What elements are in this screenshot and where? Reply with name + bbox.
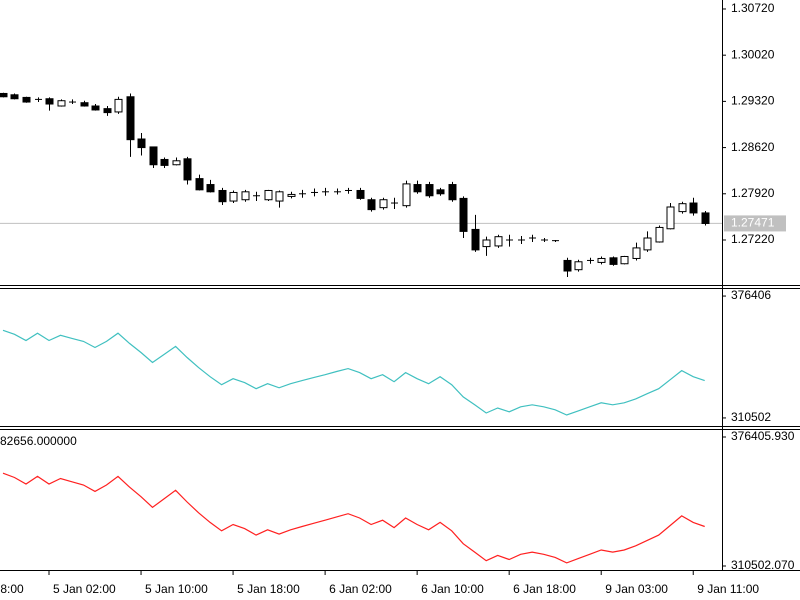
candle-body [448, 184, 457, 201]
candle-body [574, 261, 583, 271]
candle-body [689, 202, 698, 214]
candle-body [229, 191, 238, 202]
x-tick-label: 4 Jan 18:00 [0, 582, 24, 596]
candle-body [45, 98, 54, 105]
candle-body [482, 239, 491, 248]
candle-body [609, 257, 618, 265]
candle-body [287, 193, 296, 197]
candle-body [436, 189, 445, 195]
candle-body [114, 98, 123, 113]
candle-body [137, 138, 146, 149]
candle-body [459, 197, 468, 232]
candle-body [471, 228, 480, 251]
x-tick-label: 6 Jan 02:00 [329, 582, 392, 596]
y-tick-label: 1.30720 [731, 1, 775, 15]
indicator-label: 82656.000000 [0, 434, 77, 448]
x-tick-label: 6 Jan 10:00 [421, 582, 484, 596]
candle-body [160, 158, 169, 166]
x-tick-label: 5 Jan 18:00 [237, 582, 300, 596]
candle-body [264, 189, 273, 201]
candle-body [206, 184, 215, 193]
candle-body [620, 255, 629, 265]
candle-body [195, 178, 204, 191]
candle-body [149, 146, 158, 166]
candle-body [597, 257, 606, 263]
current-price-box [724, 215, 786, 232]
y-tick-label: 310502 [731, 410, 771, 424]
y-tick-label: 1.28620 [731, 140, 775, 154]
candle-body [678, 203, 687, 213]
x-tick-label: 9 Jan 11:00 [697, 582, 759, 596]
candle-body [0, 92, 8, 98]
candle-body [10, 94, 19, 100]
candle-body [494, 236, 503, 247]
y-tick-label: 1.30020 [731, 47, 775, 61]
candle-body [218, 189, 227, 203]
x-tick-label: 5 Jan 10:00 [145, 582, 208, 596]
y-tick-label: 1.27920 [731, 186, 775, 200]
candle-body [103, 108, 112, 114]
x-tick-label: 9 Jan 03:00 [605, 582, 668, 596]
candle-body [643, 237, 652, 251]
candle-body [241, 191, 250, 201]
y-tick-label: 1.29320 [731, 94, 775, 108]
candle-body [666, 206, 675, 230]
candle-body [126, 96, 135, 141]
candle-body [379, 199, 388, 209]
y-tick-label: 376406 [731, 288, 771, 302]
candle-body [22, 96, 31, 103]
candle-body [701, 212, 710, 224]
indicator-line [2, 472, 705, 564]
indicator-line [2, 329, 705, 416]
y-tick-label: 1.27220 [731, 232, 775, 246]
candle-body [413, 184, 422, 193]
candle-body [563, 259, 572, 272]
candle-body [367, 199, 376, 211]
candle-body [172, 160, 181, 166]
x-tick-label: 5 Jan 02:00 [53, 582, 116, 596]
candle-body [275, 191, 284, 202]
candle-body [57, 100, 66, 107]
candle-body [425, 184, 434, 197]
candle-body [91, 105, 100, 111]
y-tick-label: 310502.070 [731, 558, 795, 572]
candle-body [80, 102, 89, 107]
y-tick-label: 376405.930 [731, 429, 795, 443]
x-tick-label: 6 Jan 18:00 [513, 582, 576, 596]
candle-body [183, 158, 192, 181]
candle-body [402, 183, 411, 207]
candle-body [655, 226, 664, 243]
current-price-label: 1.27471 [731, 216, 775, 230]
candle-body [356, 189, 365, 199]
candle-body [632, 247, 641, 259]
